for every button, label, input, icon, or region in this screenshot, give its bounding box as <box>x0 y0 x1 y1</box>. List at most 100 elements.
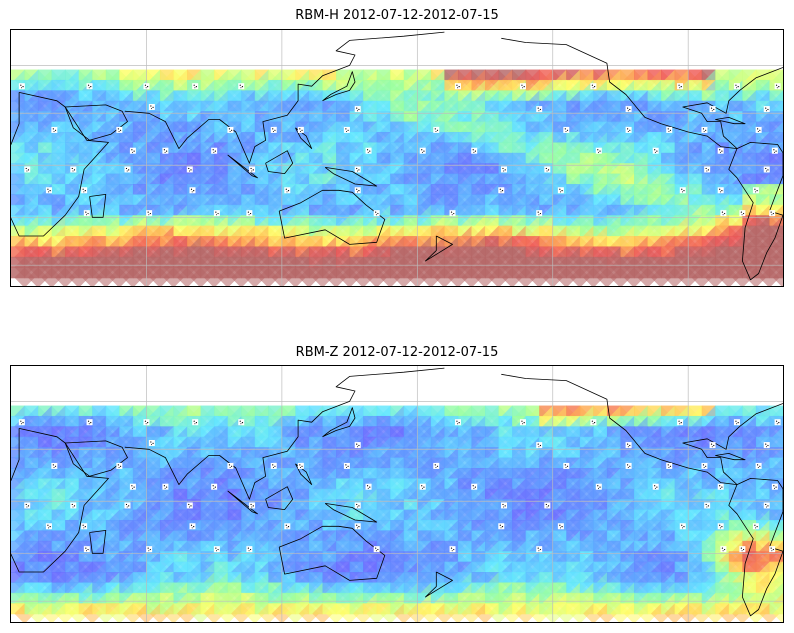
station-marker <box>211 483 218 490</box>
station-marker <box>81 187 88 194</box>
station-marker <box>148 440 155 447</box>
station-marker <box>365 147 372 154</box>
station-marker <box>771 483 778 490</box>
station-marker <box>146 210 153 217</box>
panel-title-rbm-z: RBM-Z 2012-07-12-2012-07-15 <box>295 345 499 360</box>
station-marker <box>238 83 245 90</box>
station-marker <box>536 210 543 217</box>
station-marker <box>755 462 762 469</box>
station-marker <box>544 502 551 509</box>
station-marker <box>189 523 196 530</box>
station-marker <box>83 546 90 553</box>
station-marker <box>51 126 58 133</box>
station-marker <box>249 502 256 509</box>
station-marker <box>238 419 245 426</box>
station-marker <box>704 166 711 173</box>
station-marker <box>270 126 277 133</box>
station-marker <box>297 462 304 469</box>
station-marker <box>213 546 220 553</box>
station-marker <box>449 210 456 217</box>
station-marker <box>129 147 136 154</box>
station-marker <box>563 462 570 469</box>
station-marker <box>563 126 570 133</box>
station-marker <box>595 147 602 154</box>
station-marker <box>227 462 234 469</box>
station-marker <box>471 483 478 490</box>
station-marker <box>116 126 123 133</box>
station-marker <box>733 419 740 426</box>
field-cells <box>11 69 783 286</box>
station-marker <box>211 147 218 154</box>
station-marker <box>709 106 716 113</box>
station-marker <box>284 187 291 194</box>
station-marker <box>249 166 256 173</box>
gridlines <box>11 30 783 286</box>
station-marker <box>270 462 277 469</box>
station-marker <box>679 523 686 530</box>
station-marker <box>354 166 361 173</box>
station-marker <box>498 523 505 530</box>
station-marker <box>625 462 632 469</box>
panel-title-rbm-h: RBM-H 2012-07-12-2012-07-15 <box>295 8 499 23</box>
station-marker <box>24 502 31 509</box>
station-marker <box>733 83 740 90</box>
station-marker <box>755 126 762 133</box>
station-marker <box>81 523 88 530</box>
station-marker <box>83 210 90 217</box>
station-marker <box>677 419 684 426</box>
station-marker <box>500 502 507 509</box>
station-marker <box>717 147 724 154</box>
station-marker <box>192 419 199 426</box>
station-marker <box>519 419 526 426</box>
station-marker <box>186 166 193 173</box>
station-marker <box>717 483 724 490</box>
map-panel-rbm-h <box>10 29 784 287</box>
station-marker <box>419 147 426 154</box>
station-marker <box>354 523 361 530</box>
station-marker <box>449 546 456 553</box>
gridlines <box>11 366 783 622</box>
station-marker <box>86 83 93 90</box>
station-marker <box>354 106 361 113</box>
field-cells <box>11 405 783 622</box>
station-marker <box>557 523 564 530</box>
station-marker <box>652 483 659 490</box>
station-marker <box>625 106 632 113</box>
station-marker <box>18 419 25 426</box>
station-marker <box>763 166 770 173</box>
station-marker <box>343 126 350 133</box>
station-marker <box>471 147 478 154</box>
coastlines <box>11 31 783 281</box>
station-marker <box>679 187 686 194</box>
station-marker <box>763 502 770 509</box>
station-marker <box>124 166 131 173</box>
station-marker <box>701 126 708 133</box>
station-marker <box>704 502 711 509</box>
station-marker <box>763 106 770 113</box>
station-marker <box>192 83 199 90</box>
station-marker <box>701 462 708 469</box>
station-marker <box>769 210 776 217</box>
station-marker <box>717 187 724 194</box>
station-marker <box>70 166 77 173</box>
station-markers <box>18 419 781 553</box>
station-marker <box>143 83 150 90</box>
station-marker <box>454 83 461 90</box>
station-marker <box>752 187 759 194</box>
station-marker <box>246 546 253 553</box>
station-marker <box>148 104 155 111</box>
map-panel-rbm-z <box>10 365 784 623</box>
station-marker <box>162 483 169 490</box>
station-marker <box>162 147 169 154</box>
station-marker <box>129 483 136 490</box>
station-marker <box>246 210 253 217</box>
station-marker <box>720 210 727 217</box>
station-marker <box>709 442 716 449</box>
station-marker <box>720 546 727 553</box>
station-marker <box>771 147 778 154</box>
station-marker <box>454 419 461 426</box>
station-marker <box>419 483 426 490</box>
station-marker <box>519 83 526 90</box>
station-marker <box>739 210 746 217</box>
station-marker <box>45 187 52 194</box>
